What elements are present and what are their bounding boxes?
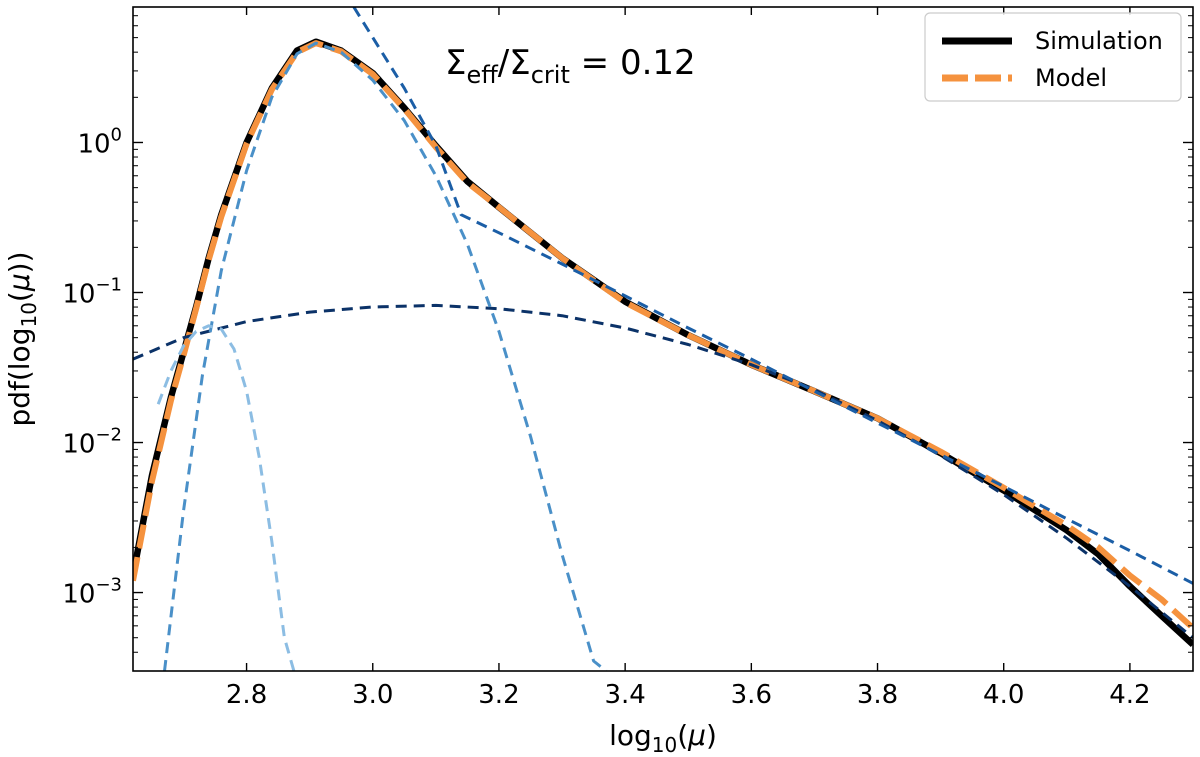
y-tick-label-3: 100 xyxy=(77,124,122,159)
plot-frame xyxy=(132,6,1194,672)
x-tick-label-6: 4.0 xyxy=(983,680,1024,710)
y-tick-label-0: 10−3 xyxy=(62,575,122,610)
x-tick-label-5: 3.8 xyxy=(857,680,898,710)
series-line-5 xyxy=(156,324,296,671)
legend-label-simulation: Simulation xyxy=(1035,27,1163,55)
series-line-2 xyxy=(133,303,1193,639)
y-tick-label-1: 10−2 xyxy=(62,425,122,460)
y-axis: 10−3 10−2 10−1 100 xyxy=(62,6,1193,672)
series-line-1 xyxy=(133,40,1193,631)
y-tick-label-2: 10−1 xyxy=(62,275,122,310)
series-line-3 xyxy=(352,7,1193,585)
x-tick-label-1: 3.0 xyxy=(352,680,393,710)
y-axis-title: pdf(log10(μ)) xyxy=(3,251,41,426)
series-line-0 xyxy=(133,38,1193,647)
legend: Simulation Model xyxy=(924,12,1182,102)
x-axis: 2.8 3.0 3.2 3.4 3.6 3.8 4.0 4.2 xyxy=(226,7,1151,710)
x-tick-label-0: 2.8 xyxy=(226,680,267,710)
series-layer xyxy=(133,7,1193,671)
x-tick-label-3: 3.4 xyxy=(604,680,645,710)
annotation-ratio: Σeff/Σcrit = 0.12 xyxy=(445,43,696,89)
series-line-4 xyxy=(163,41,608,671)
x-axis-title: log10(μ) xyxy=(609,719,717,757)
x-tick-label-7: 4.2 xyxy=(1109,680,1150,710)
x-tick-label-2: 3.2 xyxy=(478,680,519,710)
legend-label-model: Model xyxy=(1035,64,1107,92)
x-tick-label-4: 3.6 xyxy=(731,680,772,710)
